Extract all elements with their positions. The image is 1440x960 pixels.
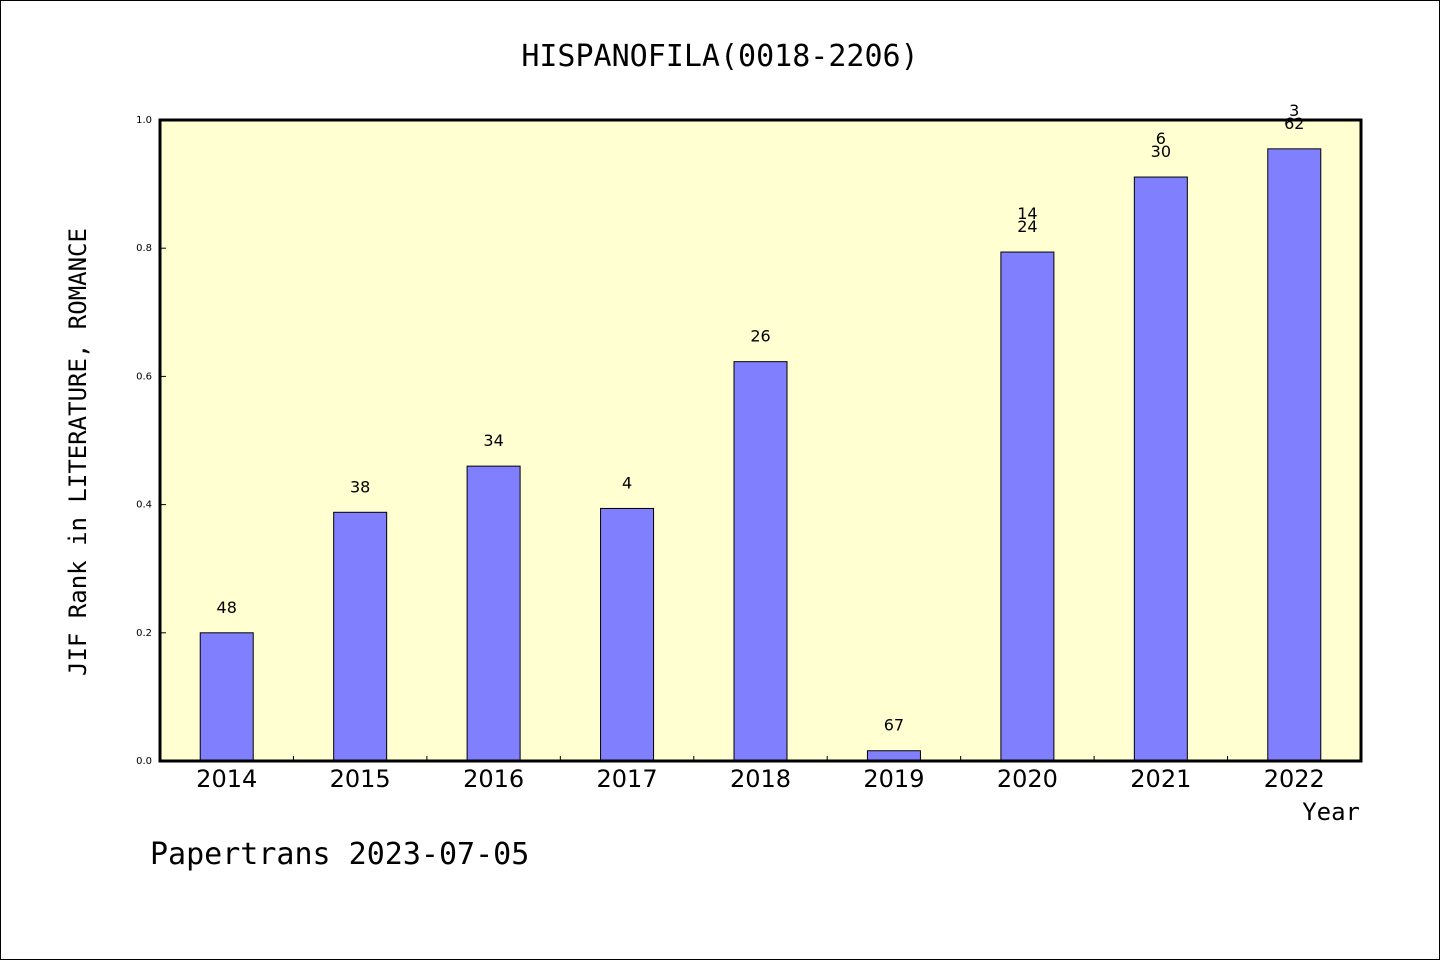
data-label: 62	[1284, 114, 1304, 133]
bar-2014	[199, 632, 254, 762]
x-axis-label: Year	[1302, 798, 1360, 826]
plot-border	[158, 118, 1363, 763]
bar-2017	[600, 507, 655, 762]
bar-2015	[333, 511, 388, 762]
bar-2022	[1267, 148, 1322, 762]
data-label: 6	[1156, 129, 1166, 148]
x-tick-label: 2017	[597, 765, 658, 793]
data-label: 38	[350, 477, 370, 496]
bar-2016	[466, 465, 521, 762]
y-tick-label: 0.2	[136, 628, 152, 639]
data-label: 67	[884, 716, 904, 735]
x-axis-ticks: 2014 2015 2016 2017 2018 2019 2020 2021 2022	[196, 756, 1325, 793]
x-tick-label: 2022	[1264, 765, 1325, 793]
footer-watermark: Papertrans 2023-07-05	[150, 837, 529, 872]
chart-title: HISPANOFILA(0018-2206)	[521, 39, 918, 74]
bar-2018	[733, 361, 788, 762]
bar-2021	[1133, 176, 1188, 762]
data-label: 3	[1289, 101, 1299, 120]
x-tick-label: 2016	[463, 765, 524, 793]
bar-2020	[1000, 251, 1055, 762]
data-label: 30	[1151, 142, 1171, 161]
y-tick-label: 0.4	[136, 500, 152, 511]
data-label: 34	[483, 431, 503, 450]
bar-2019	[866, 750, 921, 762]
data-label: 14	[1017, 204, 1037, 223]
x-tick-label: 2019	[863, 765, 924, 793]
y-tick-label: 0.8	[136, 243, 152, 254]
y-tick-label: 1.0	[136, 115, 152, 126]
x-tick-label: 2020	[997, 765, 1058, 793]
y-tick-label: 0.6	[136, 371, 152, 382]
x-tick-label: 2018	[730, 765, 791, 793]
data-label: 26	[750, 327, 770, 346]
y-axis-label: JIF Rank in LITERATURE, ROMANCE	[64, 228, 92, 676]
data-label: 48	[217, 598, 237, 617]
x-tick-label: 2021	[1130, 765, 1191, 793]
data-label: 4	[622, 473, 632, 492]
bars-layer	[199, 148, 1322, 762]
data-label: 24	[1017, 217, 1037, 236]
x-tick-label: 2014	[196, 765, 257, 793]
y-tick-label: 0.0	[136, 756, 152, 767]
x-tick-label: 2015	[330, 765, 391, 793]
